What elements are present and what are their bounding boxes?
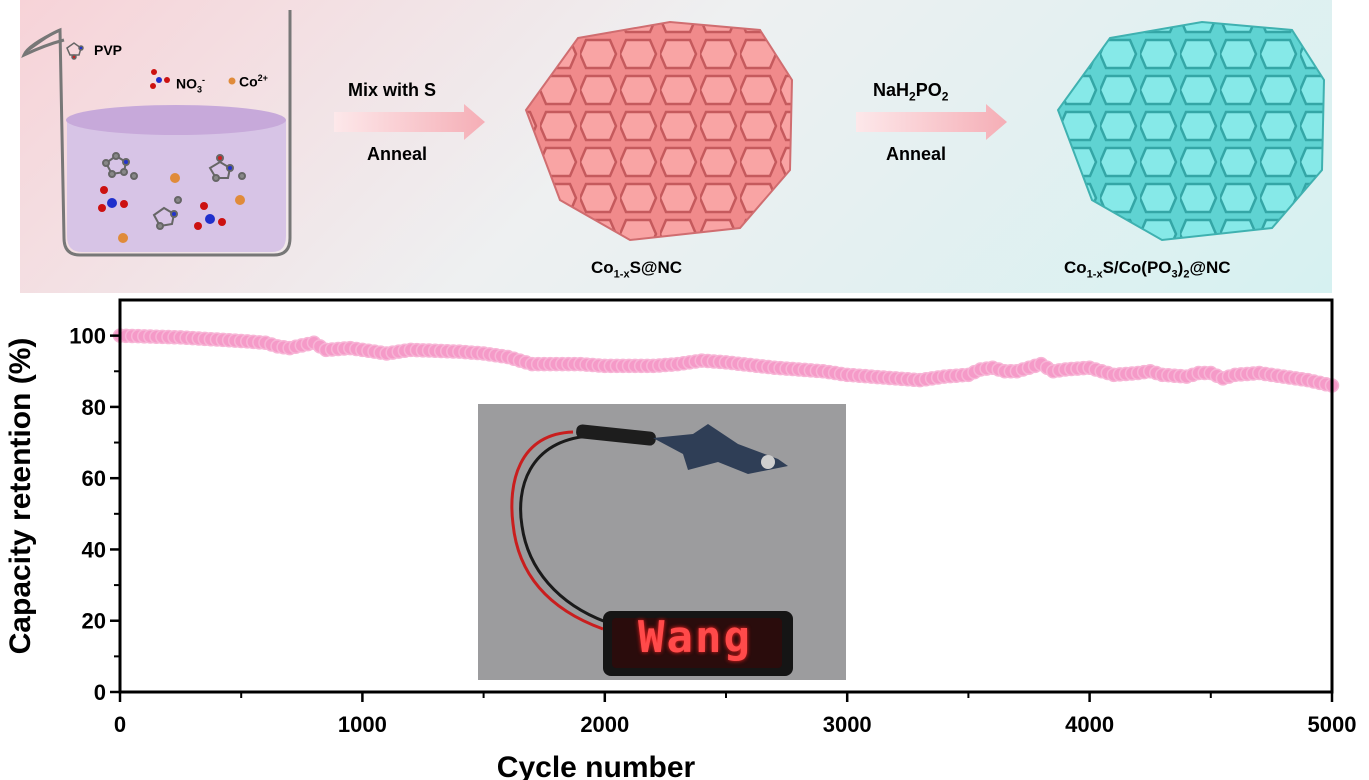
arrow-step1 xyxy=(334,104,485,140)
x-tick-label: 0 xyxy=(114,712,126,737)
step1-top-label: Mix with S xyxy=(348,80,437,100)
scheme-graphics xyxy=(21,10,1326,257)
arrow-step2 xyxy=(856,104,1007,140)
cobalt-ion-icon xyxy=(118,173,245,243)
y-tick-label: 40 xyxy=(82,537,106,562)
legend-nitrate-icon xyxy=(150,69,170,89)
y-tick-label: 60 xyxy=(82,466,106,491)
synthesis-scheme: PVP NO3- Co2+ Mix with S Anneal NaH2PO2 … xyxy=(20,0,1332,293)
step2-bottom-label: Anneal xyxy=(886,144,947,164)
co-s-copo3-nc-particle xyxy=(1056,20,1326,242)
x-tick-label: 1000 xyxy=(338,712,387,737)
co-s-nc-particle xyxy=(524,20,794,242)
legend-pvp-label: PVP xyxy=(94,42,123,58)
product2-label: Co1-xS/Co(PO3)2@NC xyxy=(1064,258,1231,281)
step1-bottom-label: Anneal xyxy=(367,144,428,164)
inset-photo: Wang xyxy=(478,404,846,680)
x-tick-label: 2000 xyxy=(580,712,629,737)
x-tick-label: 3000 xyxy=(823,712,872,737)
legend-pvp-icon xyxy=(66,42,84,60)
led-badge-text: Wang xyxy=(638,612,752,663)
capacity-retention-chart: 0 1000 2000 3000 4000 5000 0 20 40 60 80 100 Cycle n… xyxy=(4,298,1357,780)
legend-nitrate-label: NO3- xyxy=(176,75,206,95)
led-badge-photo xyxy=(478,404,846,680)
y-tick-label: 20 xyxy=(82,609,106,634)
pvp-molecule-icon xyxy=(102,152,246,230)
x-axis-label: Cycle number xyxy=(497,751,696,780)
y-tick-label: 80 xyxy=(82,395,106,420)
legend-cobalt-icon xyxy=(228,77,236,85)
y-axis-label: Capacity retention (%) xyxy=(4,338,37,655)
nitrate-ion-icon xyxy=(98,186,226,230)
y-tick-label: 0 xyxy=(94,680,106,705)
x-tick-label: 5000 xyxy=(1308,712,1357,737)
product1-label: Co1-xS@NC xyxy=(591,258,683,281)
step2-top-label: NaH2PO2 xyxy=(873,80,949,104)
x-tick-label: 4000 xyxy=(1065,712,1114,737)
y-tick-label: 100 xyxy=(69,324,106,349)
beaker xyxy=(21,10,292,257)
legend-cobalt-label: Co2+ xyxy=(239,73,268,90)
